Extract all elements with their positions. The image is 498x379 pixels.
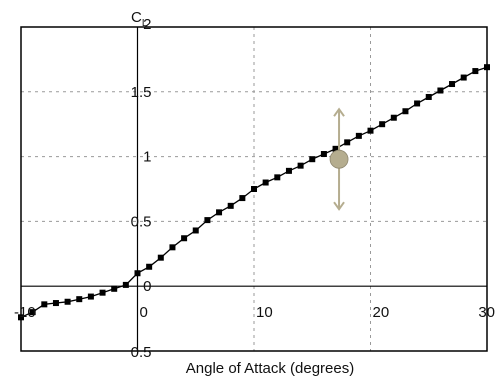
- data-point: [76, 296, 83, 303]
- x-tick-label: 30: [478, 304, 495, 321]
- y-tick-label: 0.5: [131, 344, 152, 361]
- y-tick-label: 2: [143, 16, 151, 33]
- y-tick-label: 1.5: [131, 84, 152, 101]
- data-point: [297, 162, 304, 169]
- axes: [21, 27, 487, 351]
- data-point: [390, 114, 397, 121]
- series-layer: [18, 64, 490, 321]
- data-point: [344, 139, 351, 146]
- data-point: [111, 285, 118, 292]
- x-axis-label: Angle of Attack (degrees): [186, 360, 354, 377]
- data-point: [157, 254, 164, 261]
- data-point: [204, 217, 211, 224]
- y-tick-label: 1: [143, 149, 151, 166]
- data-point: [332, 145, 339, 152]
- data-point: [52, 300, 59, 307]
- arrow-down-icon[interactable]: [333, 201, 345, 211]
- data-point: [64, 298, 71, 305]
- arrow-up-icon[interactable]: [333, 107, 345, 117]
- data-point: [355, 132, 362, 139]
- data-point: [146, 263, 153, 270]
- data-point: [99, 289, 106, 296]
- y-tick-label: 0.5: [131, 213, 152, 230]
- data-point: [41, 301, 48, 308]
- data-point: [134, 270, 141, 277]
- data-point: [320, 151, 327, 158]
- data-point: [379, 121, 386, 128]
- data-point: [309, 156, 316, 163]
- data-point: [460, 74, 467, 81]
- data-point: [367, 127, 374, 134]
- data-point: [449, 81, 456, 88]
- y-tick-label: 0: [143, 278, 151, 295]
- data-point: [216, 209, 223, 216]
- annotation-layer[interactable]: [329, 107, 349, 211]
- data-point: [437, 87, 444, 94]
- tick-labels: -10 0 10 20 30 0.5 0 0.5 1 1.5 2: [14, 16, 495, 361]
- x-tick-label: -10: [14, 304, 36, 321]
- data-point: [425, 93, 432, 100]
- data-point: [169, 244, 176, 251]
- data-point: [285, 167, 292, 174]
- y-axis-label: CL: [131, 9, 148, 29]
- x-tick-label: 10: [256, 304, 273, 321]
- data-point: [227, 202, 234, 209]
- data-point: [181, 235, 188, 242]
- data-point: [414, 100, 421, 107]
- data-point: [262, 179, 269, 186]
- data-point: [122, 281, 129, 288]
- data-point: [472, 68, 479, 75]
- data-point: [239, 195, 246, 202]
- plot-frame: [20, 26, 488, 352]
- data-point: [87, 293, 94, 300]
- data-point: [402, 108, 409, 115]
- draggable-point-handle[interactable]: [329, 149, 349, 169]
- data-point: [251, 186, 257, 192]
- data-point: [484, 64, 490, 71]
- data-point: [192, 227, 199, 234]
- data-point: [18, 314, 24, 321]
- data-point: [274, 174, 281, 181]
- x-tick-label: 20: [373, 304, 390, 321]
- x-tick-label: 0: [140, 304, 148, 321]
- data-point: [29, 309, 36, 316]
